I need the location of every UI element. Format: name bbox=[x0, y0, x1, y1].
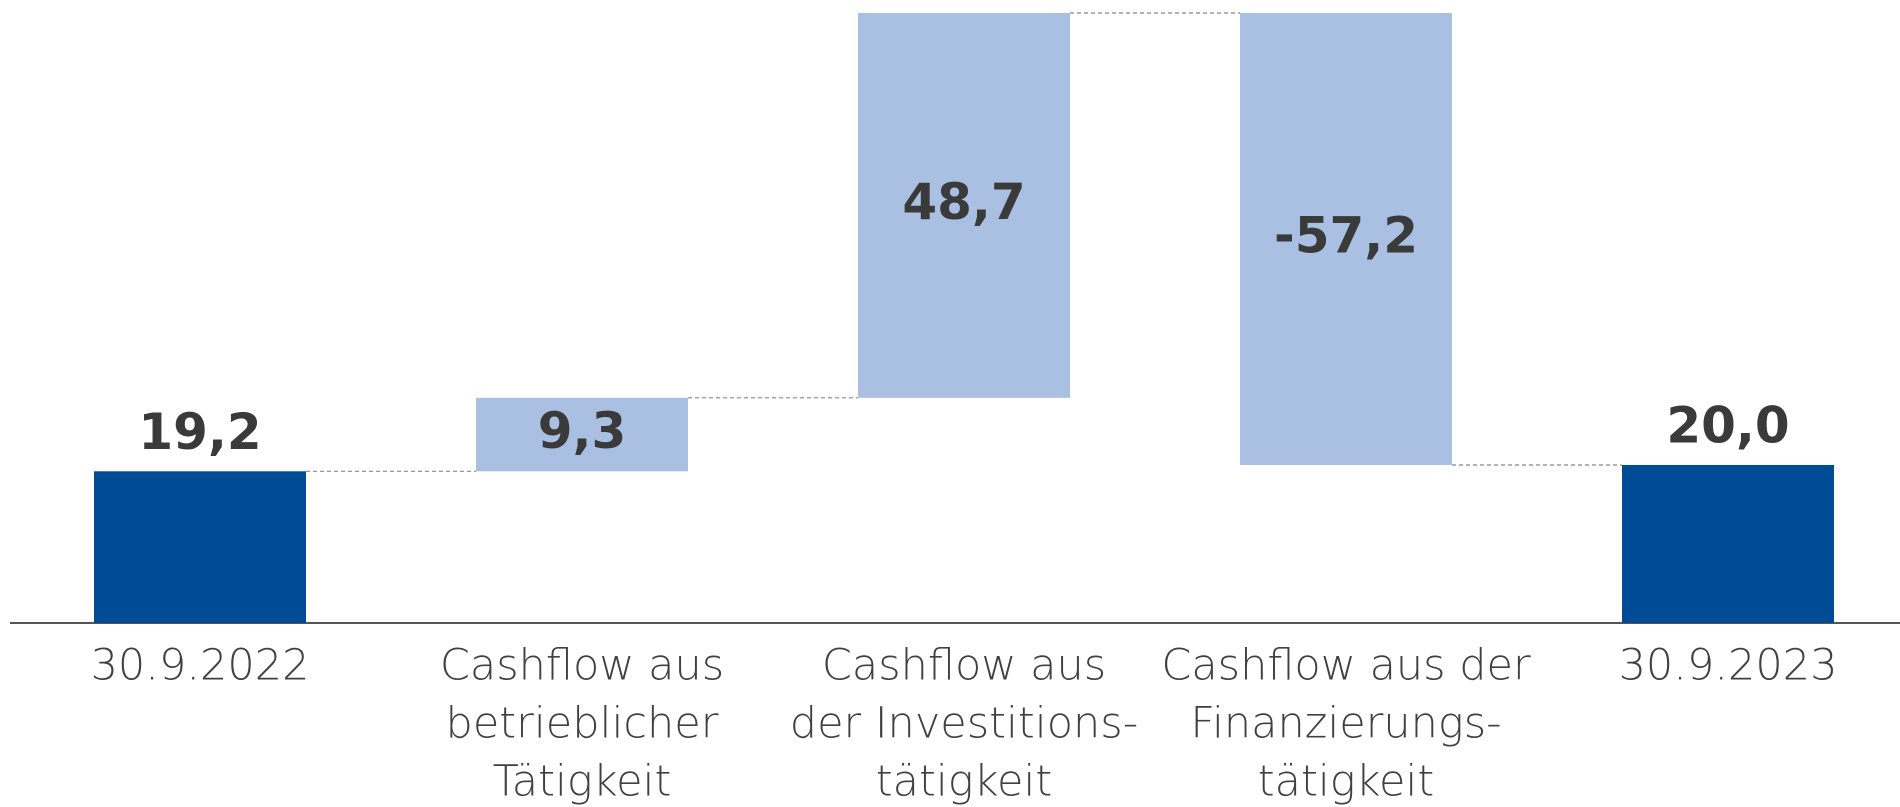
bar bbox=[858, 13, 1070, 398]
x-tick-label: Finanzierungs- bbox=[1190, 699, 1501, 749]
x-tick-label: 30.9.2022 bbox=[91, 641, 310, 691]
value-label: 19,2 bbox=[138, 403, 261, 461]
x-tick-label: Cashflow aus bbox=[822, 641, 1106, 691]
value-label: 20,0 bbox=[1666, 396, 1789, 454]
bar bbox=[1240, 13, 1452, 465]
bar bbox=[94, 471, 306, 623]
bar bbox=[476, 397, 688, 472]
x-tick-label: 30.9.2023 bbox=[1619, 641, 1838, 691]
x-tick-label: der Investitions- bbox=[790, 699, 1138, 749]
x-tick-label: Cashflow aus bbox=[440, 641, 724, 691]
value-label: 48,7 bbox=[902, 173, 1025, 231]
value-label: 9,3 bbox=[538, 402, 627, 460]
x-tick-label: tätigkeit bbox=[876, 757, 1052, 807]
x-tick-label: tätigkeit bbox=[1258, 757, 1434, 807]
x-tick-label: Cashflow aus der bbox=[1161, 641, 1531, 691]
value-label: -57,2 bbox=[1274, 206, 1418, 264]
bar bbox=[1622, 464, 1834, 623]
x-tick-label: Tätigkeit bbox=[493, 757, 672, 807]
x-tick-label: betrieblicher bbox=[446, 699, 719, 749]
